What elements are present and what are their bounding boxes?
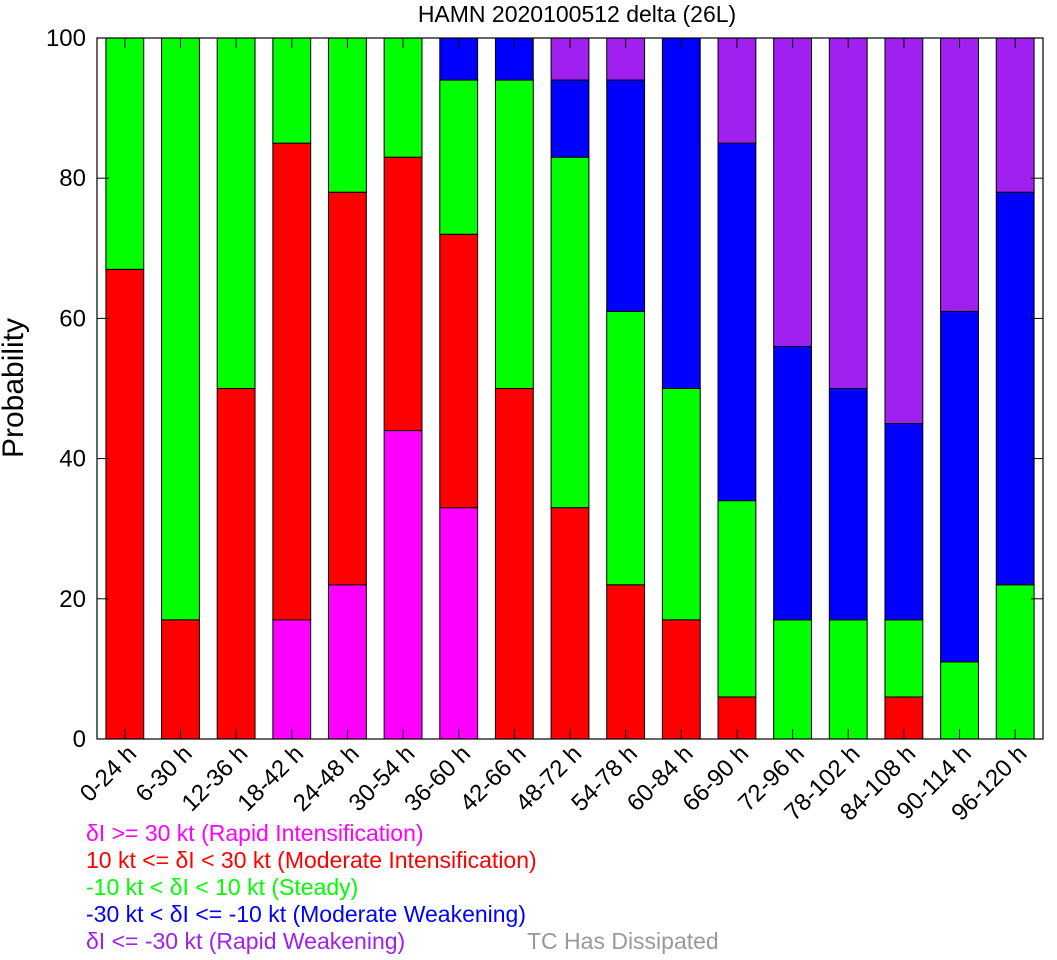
chart-title: HAMN 2020100512 delta (26L) xyxy=(418,1,736,27)
legend-entry-moderate-intensification: 10 kt <= δI < 30 kt (Moderate Intensific… xyxy=(86,847,537,873)
bar-segment-90-114h-s3 xyxy=(940,310,979,663)
bar-segment-24-48h-s1 xyxy=(327,191,367,586)
bar-segment-72-96h-s3 xyxy=(773,345,813,621)
bar-segment-42-66h-s1 xyxy=(494,388,534,740)
bar-segment-12-36h-s1 xyxy=(216,388,256,740)
y-tick-label: 20 xyxy=(59,586,86,613)
legend: δI >= 30 kt (Rapid Intensification) 10 k… xyxy=(86,820,537,955)
legend-entry-rapid-weakening: δI <= -30 kt (Rapid Weakening) xyxy=(86,928,406,954)
bar-segment-66-90h-s4 xyxy=(717,37,757,144)
bar-segment-78-102h-s2 xyxy=(828,619,868,740)
bar-segment-60-84h-s2 xyxy=(661,388,701,621)
bar-segment-78-102h-s4 xyxy=(828,37,868,389)
bar-segment-42-66h-s2 xyxy=(494,79,534,389)
bar-segment-18-42h-s2 xyxy=(272,37,312,144)
y-tick-label: 100 xyxy=(46,25,86,52)
y-axis-label: Probability xyxy=(0,318,30,458)
bar-segment-54-78h-s3 xyxy=(606,79,646,312)
bar-segment-66-90h-s3 xyxy=(717,142,757,502)
bar-segment-30-54h-s0 xyxy=(383,430,423,740)
chart: HAMN 2020100512 delta (26L) Probability … xyxy=(0,1,1044,820)
legend-entry-rapid-intensification: δI >= 30 kt (Rapid Intensification) xyxy=(86,820,424,846)
bar-segment-48-72h-s1 xyxy=(550,507,590,740)
bar-segment-48-72h-s3 xyxy=(550,79,590,158)
bar-segment-0-24h-s2 xyxy=(105,37,145,270)
y-tick-label: 0 xyxy=(73,726,86,753)
bar-segment-96-120h-s2 xyxy=(995,584,1035,740)
bar-segment-72-96h-s2 xyxy=(773,619,813,740)
bar-segment-30-54h-s2 xyxy=(383,37,423,158)
bar-segment-24-48h-s0 xyxy=(327,584,367,740)
bar-segment-72-96h-s4 xyxy=(773,37,813,347)
legend-entry-moderate-weakening: -30 kt < δI <= -10 kt (Moderate Weakenin… xyxy=(86,901,527,927)
bar-segment-6-30h-s2 xyxy=(161,37,200,621)
bar-segment-48-72h-s2 xyxy=(550,156,590,509)
plot-frame xyxy=(96,37,1044,740)
bar-segment-6-30h-s1 xyxy=(161,619,200,740)
bar-segment-18-42h-s0 xyxy=(272,619,312,740)
legend-entry-dissipated: TC Has Dissipated xyxy=(527,928,719,954)
bar-segment-36-60h-s0 xyxy=(439,507,479,740)
bar-segment-90-114h-s2 xyxy=(940,661,979,740)
bar-segment-84-108h-s2 xyxy=(884,619,924,698)
bar-segment-0-24h-s1 xyxy=(105,268,145,740)
bar-segment-54-78h-s1 xyxy=(606,584,646,740)
bar-segment-30-54h-s1 xyxy=(383,156,423,432)
y-tick-label: 40 xyxy=(59,446,86,473)
bar-segment-84-108h-s3 xyxy=(884,423,924,621)
bar-segment-96-120h-s4 xyxy=(995,37,1035,193)
y-tick-label: 80 xyxy=(59,165,86,192)
bar-segment-36-60h-s2 xyxy=(439,79,479,235)
bar-segment-96-120h-s3 xyxy=(995,191,1035,586)
bar-segment-84-108h-s4 xyxy=(884,37,924,425)
bar-segment-60-84h-s1 xyxy=(661,619,701,740)
bar-segment-54-78h-s4 xyxy=(606,37,646,81)
bars-group xyxy=(105,37,1035,740)
bar-segment-54-78h-s2 xyxy=(606,310,646,586)
legend-entry-steady: -10 kt < δI < 10 kt (Steady) xyxy=(86,874,359,900)
bar-segment-90-114h-s4 xyxy=(940,37,979,312)
bar-segment-60-84h-s3 xyxy=(661,37,701,389)
bar-segment-12-36h-s2 xyxy=(216,37,256,389)
bar-segment-66-90h-s2 xyxy=(717,500,757,698)
bar-segment-18-42h-s1 xyxy=(272,142,312,621)
y-tick-label: 60 xyxy=(59,305,86,332)
bar-segment-36-60h-s1 xyxy=(439,233,479,509)
bar-segment-78-102h-s3 xyxy=(828,388,868,621)
bar-segment-24-48h-s2 xyxy=(327,37,367,193)
